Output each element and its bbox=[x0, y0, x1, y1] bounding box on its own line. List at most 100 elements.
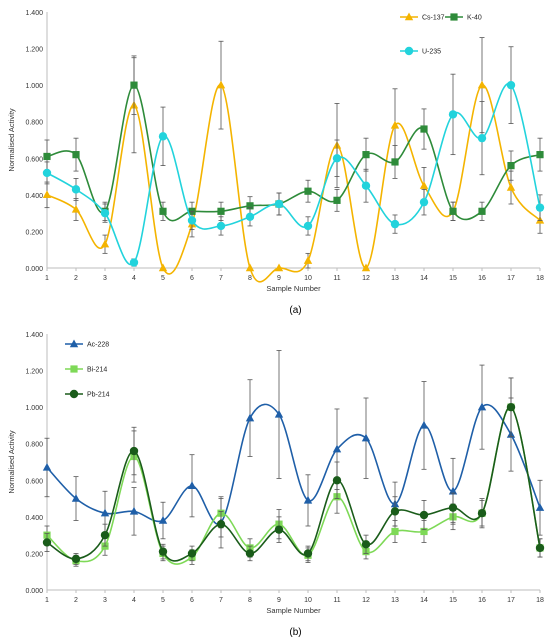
data-point-ac-228 bbox=[129, 506, 139, 515]
x-tick-label: 1 bbox=[45, 597, 49, 604]
data-point-ac-228 bbox=[332, 444, 342, 453]
x-tick-label: 16 bbox=[478, 597, 486, 604]
x-tick-label: 17 bbox=[507, 275, 515, 282]
data-point-ac-228 bbox=[535, 503, 545, 511]
data-point-pb-214 bbox=[42, 538, 52, 547]
data-point-ac-228 bbox=[477, 402, 487, 411]
data-point-u-235 bbox=[158, 132, 168, 141]
data-point-cs-137 bbox=[303, 256, 313, 264]
data-point-pb-214 bbox=[506, 402, 516, 412]
data-point-cs-137 bbox=[477, 80, 487, 89]
data-point-u-235 bbox=[129, 258, 139, 267]
data-point-pb-214 bbox=[216, 519, 226, 529]
data-point-ac-228 bbox=[71, 494, 81, 502]
data-point-cs-137 bbox=[100, 239, 110, 248]
x-tick-label: 8 bbox=[248, 275, 252, 282]
x-tick-label: 12 bbox=[362, 275, 370, 282]
x-tick-label: 7 bbox=[219, 597, 223, 604]
data-point-u-235 bbox=[216, 221, 226, 231]
series-line-pb-214 bbox=[46, 406, 541, 562]
data-point-k-40 bbox=[478, 207, 486, 215]
data-point-cs-137 bbox=[216, 80, 226, 89]
data-point-k-40 bbox=[72, 151, 80, 159]
data-point-pb-214 bbox=[419, 510, 429, 520]
x-tick-label: 16 bbox=[478, 275, 486, 282]
legend-label: Cs-137 bbox=[422, 15, 445, 22]
x-tick-label: 11 bbox=[333, 597, 340, 604]
y-tick-label: 1.000 bbox=[25, 405, 43, 412]
data-point-cs-137 bbox=[361, 263, 371, 272]
data-point-ac-228 bbox=[187, 481, 197, 489]
data-point-cs-137 bbox=[419, 181, 429, 189]
y-tick-label: 1.200 bbox=[25, 47, 43, 54]
x-tick-label: 4 bbox=[132, 275, 136, 282]
data-point-u-235 bbox=[535, 203, 545, 212]
x-tick-label: 8 bbox=[248, 597, 252, 604]
x-tick-label: 13 bbox=[391, 275, 399, 282]
data-point-u-235 bbox=[477, 133, 487, 143]
y-axis-title: Normalised Activity bbox=[7, 430, 16, 494]
data-point-cs-137 bbox=[158, 263, 168, 272]
data-point-u-235 bbox=[71, 185, 81, 194]
data-point-ac-228 bbox=[448, 486, 458, 495]
data-point-bi-214 bbox=[420, 527, 428, 536]
data-point-k-40 bbox=[246, 202, 254, 210]
y-tick-label: 0.400 bbox=[25, 515, 43, 522]
panel-label: (a) bbox=[289, 305, 301, 316]
data-point-ac-228 bbox=[361, 433, 371, 442]
data-point-ac-228 bbox=[100, 508, 110, 517]
x-tick-label: 9 bbox=[277, 275, 281, 282]
x-tick-label: 11 bbox=[333, 275, 340, 282]
legend-marker bbox=[404, 12, 414, 21]
data-point-u-235 bbox=[245, 212, 255, 221]
data-point-k-40 bbox=[130, 81, 138, 89]
legend-label: Pb-214 bbox=[87, 392, 110, 399]
data-point-u-235 bbox=[303, 221, 313, 231]
x-tick-label: 3 bbox=[103, 597, 107, 604]
y-tick-label: 0.000 bbox=[25, 266, 43, 273]
data-point-u-235 bbox=[42, 168, 52, 178]
data-point-pb-214 bbox=[448, 503, 458, 512]
y-tick-label: 0.600 bbox=[25, 156, 43, 163]
data-point-u-235 bbox=[506, 80, 516, 90]
x-tick-label: 1 bbox=[45, 275, 49, 282]
y-tick-label: 0.000 bbox=[25, 588, 43, 595]
data-point-pb-214 bbox=[245, 549, 255, 558]
x-tick-label: 9 bbox=[277, 597, 281, 604]
data-point-cs-137 bbox=[245, 263, 255, 272]
data-point-pb-214 bbox=[332, 476, 342, 485]
data-point-pb-214 bbox=[361, 540, 371, 549]
x-tick-label: 6 bbox=[190, 597, 194, 604]
data-point-k-40 bbox=[159, 207, 167, 215]
x-tick-label: 12 bbox=[362, 597, 370, 604]
legend-label: U-235 bbox=[422, 49, 441, 56]
data-point-cs-137 bbox=[71, 204, 81, 213]
y-tick-label: 1.400 bbox=[25, 332, 43, 339]
data-point-k-40 bbox=[507, 162, 515, 170]
chart-panel-b: 0.000 0.200 0.400 0.600 0.800 1.000 1.200 1.400… bbox=[7, 332, 545, 638]
legend-marker bbox=[404, 46, 414, 56]
data-point-u-235 bbox=[274, 199, 284, 209]
data-point-u-235 bbox=[448, 110, 458, 119]
x-tick-label: 15 bbox=[449, 597, 457, 604]
x-tick-label: 5 bbox=[161, 275, 165, 282]
y-tick-label: 1.000 bbox=[25, 83, 43, 90]
x-tick-label: 6 bbox=[190, 275, 194, 282]
panel-label: (b) bbox=[289, 627, 301, 638]
legend-label: K-40 bbox=[467, 15, 482, 22]
data-point-u-235 bbox=[390, 219, 400, 229]
legend-marker bbox=[69, 389, 79, 399]
y-tick-label: 0.800 bbox=[25, 120, 43, 127]
data-point-pb-214 bbox=[158, 547, 168, 556]
legend-label: Ac-228 bbox=[87, 342, 109, 349]
data-point-k-40 bbox=[391, 158, 399, 166]
data-point-cs-137 bbox=[390, 120, 400, 129]
data-point-cs-137 bbox=[274, 263, 284, 272]
series-line-u-235 bbox=[46, 82, 541, 266]
x-tick-label: 3 bbox=[103, 275, 107, 282]
x-tick-label: 2 bbox=[74, 597, 78, 604]
data-point-pb-214 bbox=[477, 509, 487, 518]
data-point-pb-214 bbox=[129, 446, 139, 456]
data-point-ac-228 bbox=[274, 409, 284, 418]
legend-marker bbox=[69, 339, 79, 348]
